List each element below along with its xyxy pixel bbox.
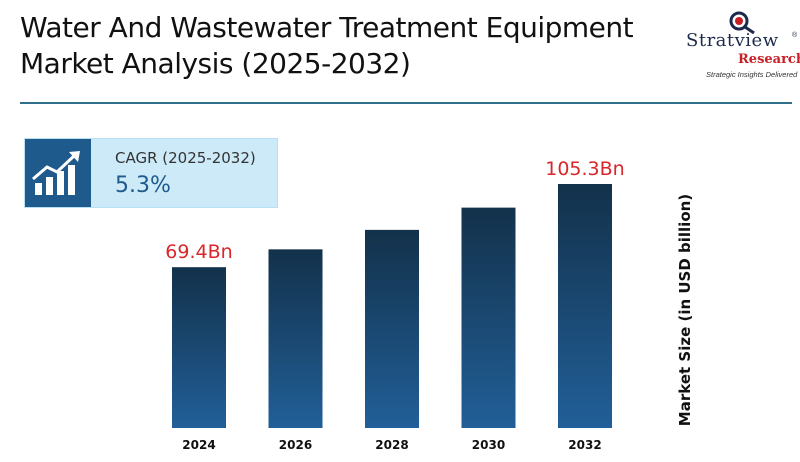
bar-2028 bbox=[365, 229, 419, 428]
logo-name: Stratview bbox=[686, 30, 779, 51]
bar-2032 bbox=[558, 184, 612, 428]
logo-magnifier-icon bbox=[729, 11, 755, 34]
x-tick-label-2032: 2032 bbox=[568, 438, 601, 452]
bar-2030 bbox=[461, 207, 516, 428]
x-tick-label-2028: 2028 bbox=[375, 438, 408, 452]
logo-subname: Research bbox=[738, 52, 800, 67]
x-tick-label-2030: 2030 bbox=[472, 438, 505, 452]
cagr-label: CAGR (2025-2032) bbox=[115, 149, 256, 167]
header-divider bbox=[20, 102, 792, 104]
y-axis-label: Market Size (in USD billion) bbox=[676, 193, 694, 427]
bar-2026 bbox=[268, 249, 323, 428]
page-title: Water And Wastewater Treatment Equipment… bbox=[20, 10, 700, 82]
data-label-2032: 105.3Bn bbox=[545, 158, 624, 180]
cagr-value: 5.3% bbox=[115, 173, 171, 198]
title-line-1: Water And Wastewater Treatment Equipment bbox=[20, 11, 634, 44]
logo-tagline: Strategic Insights Delivered bbox=[706, 70, 798, 79]
x-tick-label-2024: 2024 bbox=[182, 438, 215, 452]
stratview-logo: Stratview ® Research Strategic Insights … bbox=[686, 10, 800, 80]
growth-chart-icon bbox=[25, 139, 91, 207]
x-tick-label-2026: 2026 bbox=[279, 438, 312, 452]
title-line-2: Market Analysis (2025-2032) bbox=[20, 47, 411, 80]
cagr-card: CAGR (2025-2032) 5.3% bbox=[24, 138, 278, 208]
bar-2024 bbox=[172, 267, 226, 428]
logo-registered-mark: ® bbox=[792, 32, 798, 39]
data-label-2024: 69.4Bn bbox=[165, 241, 232, 263]
